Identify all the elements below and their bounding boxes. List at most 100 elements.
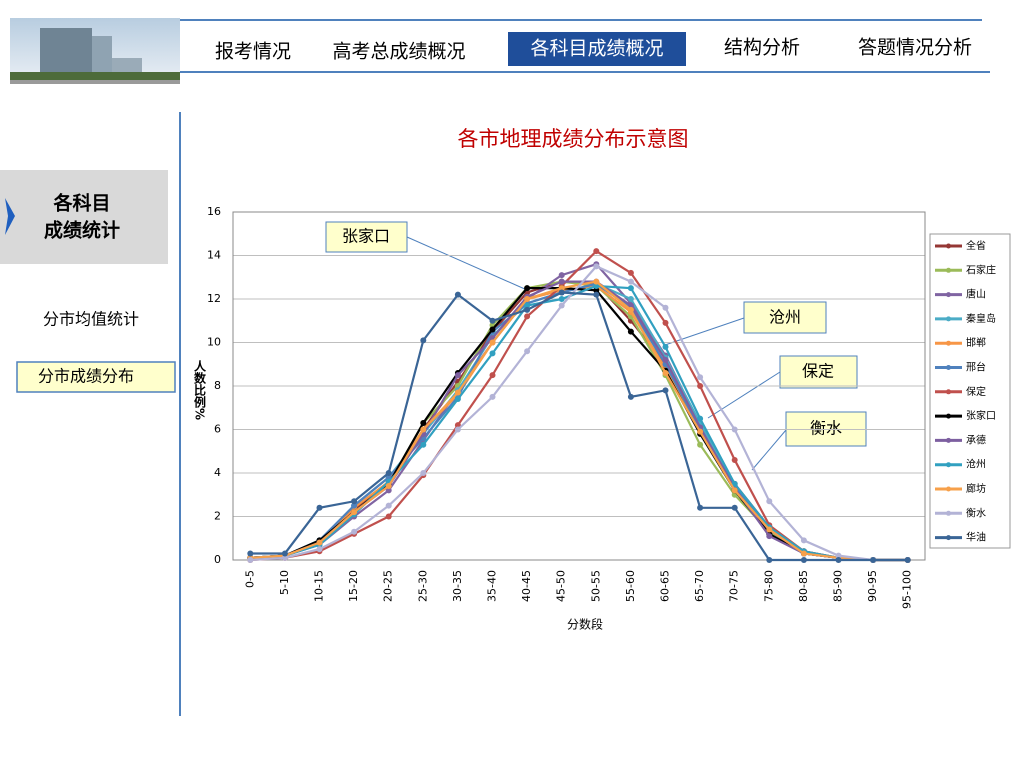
data-point	[489, 317, 496, 324]
data-point	[662, 387, 669, 394]
data-point	[662, 356, 669, 363]
data-point	[731, 426, 738, 433]
x-tick-label: 40-45	[520, 570, 533, 602]
x-tick-label: 20-25	[382, 570, 395, 602]
nav-tab[interactable]: 高考总成绩概况	[332, 41, 465, 63]
data-point	[351, 528, 358, 535]
sidebar-item[interactable]: 分市成绩分布	[38, 367, 134, 386]
data-point	[766, 498, 773, 505]
x-tick-label: 45-50	[555, 570, 568, 602]
data-point	[662, 304, 669, 311]
data-point	[662, 343, 669, 350]
data-point	[627, 306, 634, 313]
legend-marker	[946, 340, 951, 346]
y-tick-label: 16	[207, 205, 221, 218]
sidebar-item[interactable]: 分市均值统计	[43, 310, 139, 329]
sidebar-section[interactable]	[0, 170, 168, 264]
data-point	[524, 296, 531, 302]
data-point	[316, 539, 323, 546]
data-point	[800, 557, 807, 563]
data-point	[766, 533, 773, 540]
annotation: 张家口	[342, 227, 390, 246]
data-point	[558, 272, 565, 279]
y-tick-label: 14	[207, 249, 221, 262]
annotation: 沧州	[769, 308, 801, 327]
x-tick-label: 60-65	[659, 570, 672, 602]
legend-marker	[946, 243, 951, 249]
data-point	[904, 557, 911, 563]
callout-line	[707, 371, 781, 419]
data-point	[420, 426, 427, 433]
data-point	[489, 326, 496, 333]
data-point	[351, 502, 358, 509]
data-point	[697, 428, 704, 435]
x-tick-label: 85-90	[832, 570, 845, 602]
x-tick-label: 15-20	[347, 570, 360, 602]
x-tick-label: 10-15	[313, 570, 326, 602]
plot-border	[232, 211, 926, 561]
data-point	[731, 456, 738, 463]
x-tick-label: 95-100	[901, 570, 914, 609]
legend-marker	[946, 462, 951, 468]
data-point	[385, 487, 392, 494]
data-point	[420, 470, 427, 476]
data-point	[247, 557, 254, 563]
data-point	[593, 263, 600, 270]
legend-label: 保定	[966, 385, 986, 398]
data-point	[524, 302, 531, 309]
legend-label: 邢台	[966, 361, 986, 374]
callout-box	[325, 221, 408, 253]
legend-label: 石家庄	[966, 263, 996, 276]
data-point	[454, 426, 461, 433]
nav-tab[interactable]: 各科目成绩概况	[530, 38, 663, 60]
sidebar-title: 各科目	[52, 192, 110, 215]
data-point	[627, 285, 634, 292]
data-point	[627, 269, 634, 276]
y-tick-label: 8	[214, 379, 221, 392]
nav-tab[interactable]: 结构分析	[724, 37, 800, 59]
data-point	[420, 337, 427, 344]
sidebar-title: 成绩统计	[44, 219, 120, 242]
data-point	[351, 498, 358, 505]
nav-tab[interactable]: 答题情况分析	[858, 37, 972, 59]
y-tick-label: 4	[214, 466, 221, 479]
data-point	[800, 550, 807, 557]
data-point	[627, 393, 634, 400]
x-tick-label: 90-95	[866, 570, 879, 602]
data-point	[766, 526, 773, 533]
data-point	[627, 296, 634, 302]
data-point	[593, 278, 600, 285]
legend-label: 华油	[966, 531, 986, 544]
x-tick-label: 0-5	[243, 570, 256, 588]
data-point	[558, 289, 565, 296]
legend-marker	[946, 510, 951, 516]
legend-label: 廊坊	[966, 482, 986, 495]
data-point	[627, 328, 634, 335]
data-point	[489, 372, 496, 379]
data-point	[420, 441, 427, 448]
data-point	[766, 557, 773, 563]
active-tab[interactable]	[508, 32, 686, 66]
data-point	[662, 319, 669, 326]
data-point	[593, 291, 600, 298]
legend-marker	[946, 292, 951, 298]
y-tick-label: 10	[207, 336, 221, 349]
callout-line	[751, 429, 787, 471]
data-point	[627, 302, 634, 309]
data-point	[593, 287, 600, 294]
nav-tab[interactable]: 报考情况	[215, 41, 291, 63]
header-image	[10, 18, 180, 84]
data-point	[835, 557, 842, 563]
sidebar-item-active[interactable]	[16, 361, 176, 393]
x-tick-label: 35-40	[486, 570, 499, 602]
legend-label: 全省	[966, 239, 986, 252]
data-point	[558, 302, 565, 309]
legend-label: 沧州	[966, 458, 986, 471]
data-point	[454, 372, 461, 379]
legend-label: 秦皇岛	[966, 312, 996, 325]
legend-label: 唐山	[966, 288, 986, 301]
data-point	[281, 554, 288, 561]
chart-title: 各市地理成绩分布示意图	[458, 127, 689, 151]
data-point	[697, 415, 704, 422]
